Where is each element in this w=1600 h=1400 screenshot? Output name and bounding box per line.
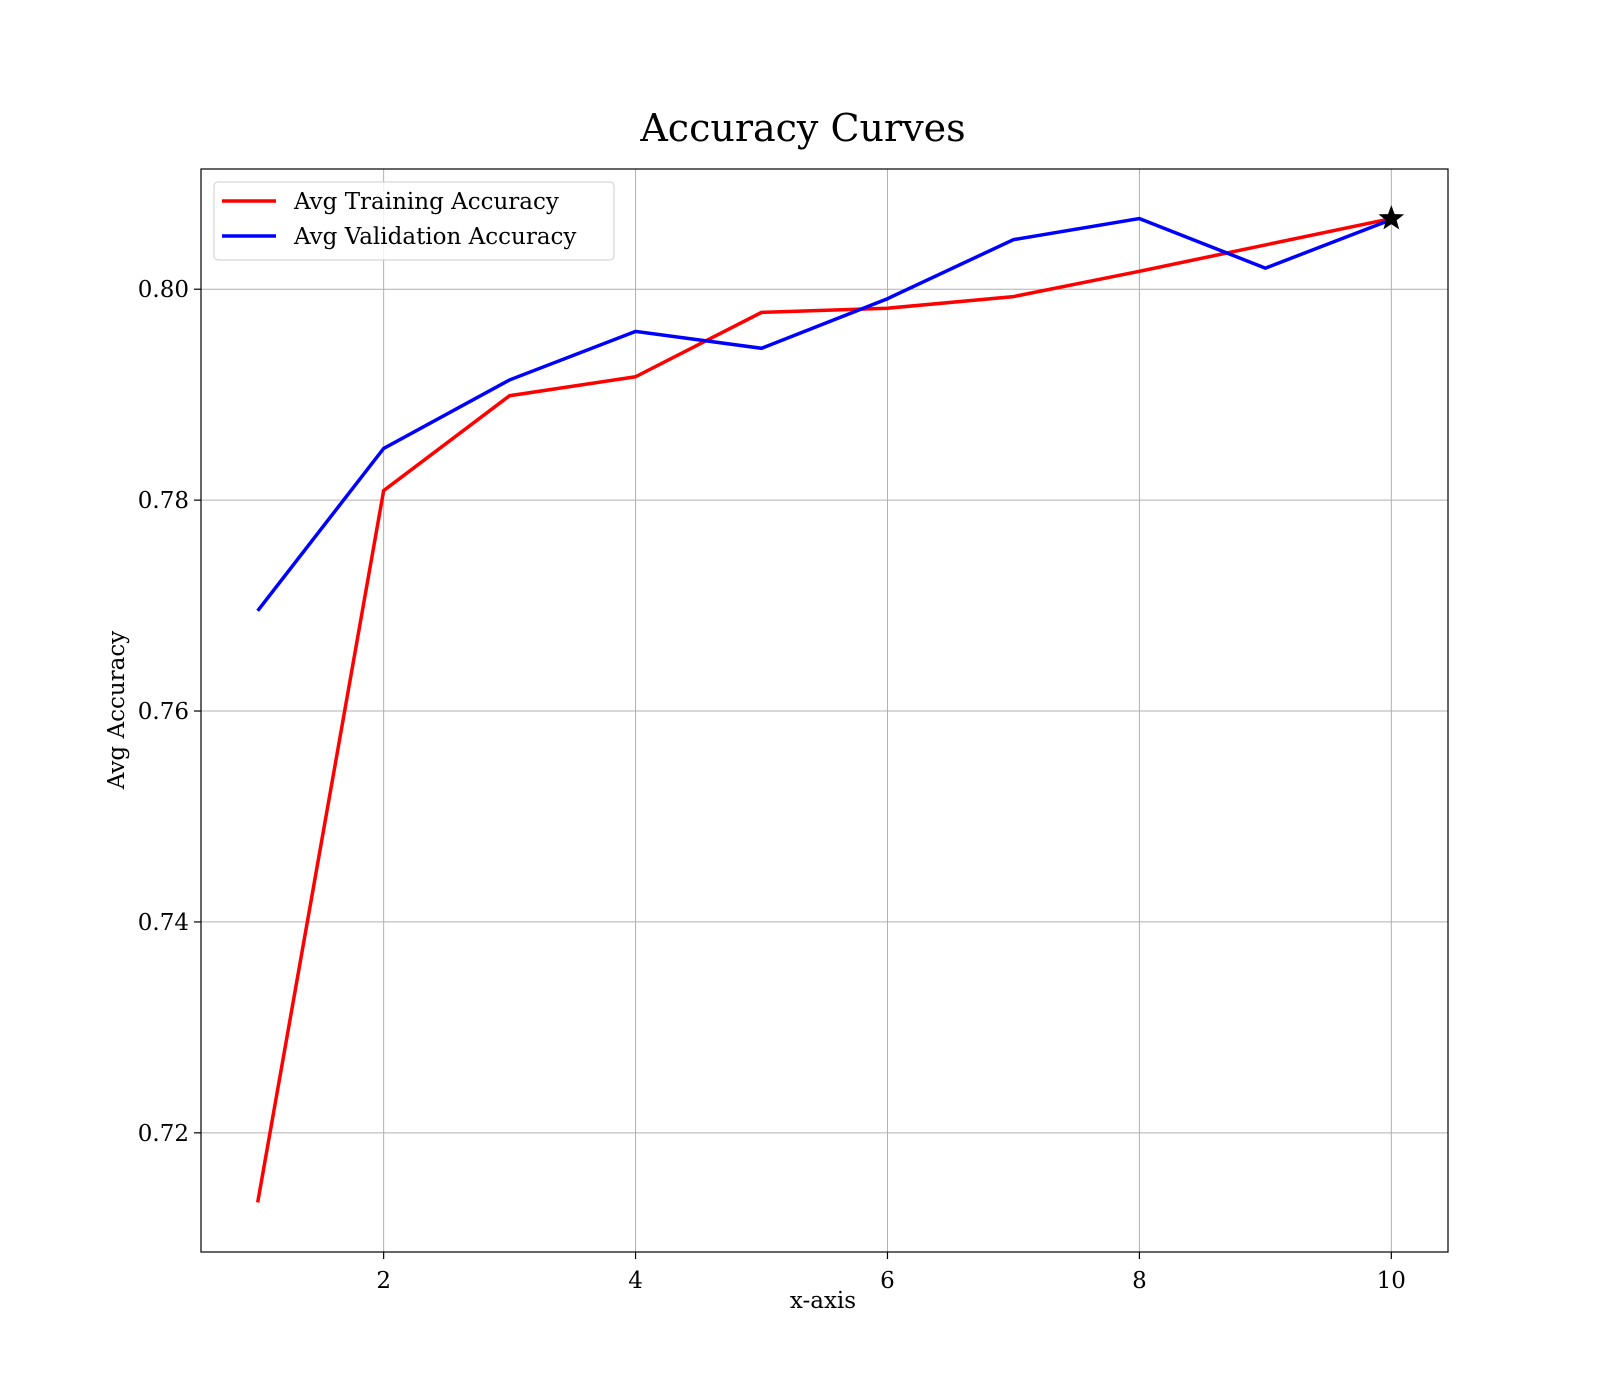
y-tick-label: 0.72 xyxy=(138,1121,189,1147)
series-lines xyxy=(255,216,1392,1203)
series-line-training xyxy=(255,216,1392,1203)
y-tick-label: 0.80 xyxy=(138,277,189,303)
legend: Avg Training Accuracy Avg Validation Acc… xyxy=(213,181,615,261)
legend-label-training: Avg Training Accuracy xyxy=(293,189,559,215)
grid-lines xyxy=(201,169,1448,1252)
x-tick-label: 8 xyxy=(1132,1268,1147,1294)
x-tick-label: 6 xyxy=(880,1268,895,1294)
x-tick-label: 10 xyxy=(1377,1268,1406,1294)
y-axis-label: Avg Accuracy xyxy=(104,631,130,790)
legend-box xyxy=(213,181,615,261)
y-tick-label: 0.76 xyxy=(138,699,189,725)
series-line-validation xyxy=(256,216,1392,612)
star-marker xyxy=(1378,205,1405,230)
legend-label-validation: Avg Validation Accuracy xyxy=(293,224,576,250)
axis-ticks: 2 4 6 8 10 0.72 0.74 0.76 0.78 0.80 xyxy=(138,277,1406,1294)
chart-title: Accuracy Curves xyxy=(639,106,965,150)
x-tick-label: 2 xyxy=(376,1268,391,1294)
plot-frame xyxy=(200,168,1449,1253)
y-tick-label: 0.74 xyxy=(138,910,189,936)
marker-layer xyxy=(1378,205,1405,230)
x-tick-label: 4 xyxy=(628,1268,643,1294)
y-tick-label: 0.78 xyxy=(138,488,189,514)
x-axis-label: x-axis xyxy=(790,1288,856,1314)
